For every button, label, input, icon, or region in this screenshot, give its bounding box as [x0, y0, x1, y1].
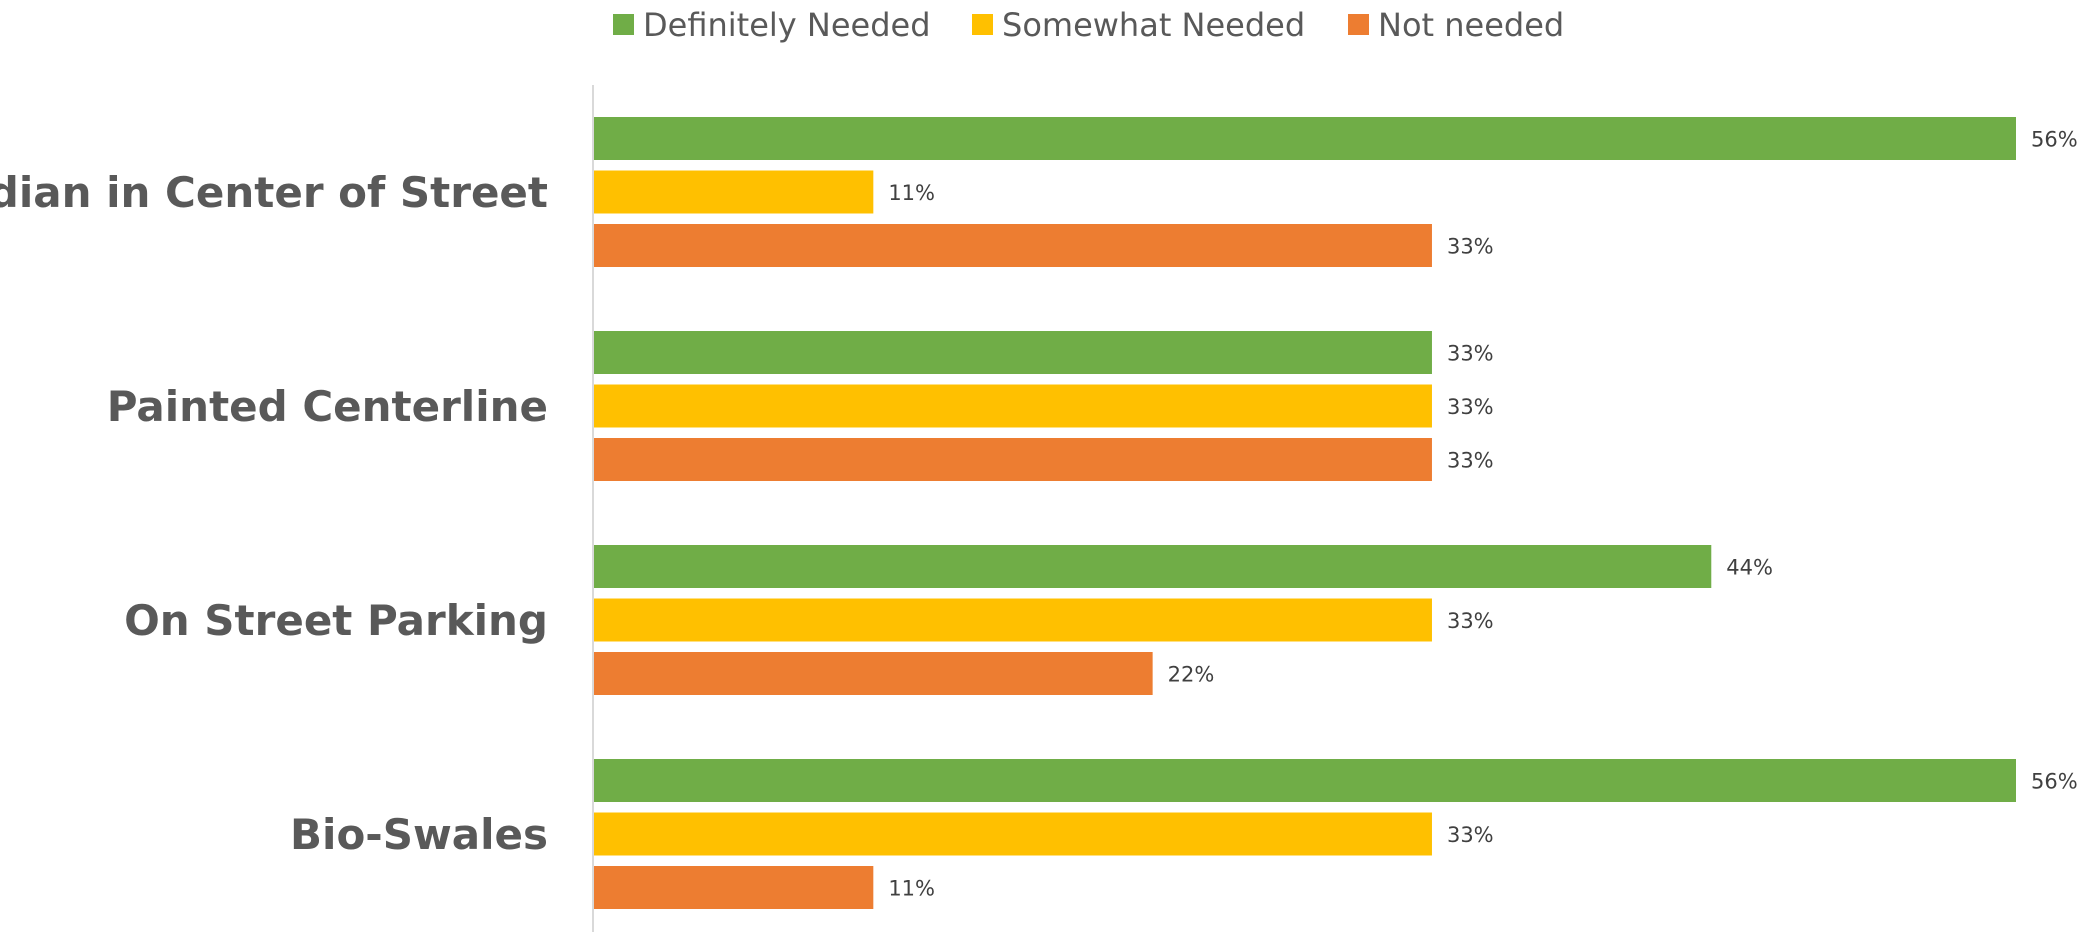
category-label-on-street-parking: On Street Parking: [124, 596, 548, 645]
bar-bio-swales-somewhat-needed: [594, 812, 1432, 856]
category-label-bio-swales: Bio-Swales: [290, 810, 548, 859]
bar-painted-centerline-definitely-needed: [594, 331, 1432, 374]
data-label-painted-centerline-somewhat-needed: 33%: [1447, 395, 1494, 419]
bar-bio-swales-definitely-needed: [594, 759, 2016, 802]
legend-label-somewhat-needed: Somewhat Needed: [1002, 6, 1305, 44]
bar-bio-swales-not-needed: [594, 866, 874, 909]
data-labels: 56% 11% 33% 33% 33% 33% 44% 33% 22% 56% 33% 11%: [888, 128, 2077, 901]
data-label-on-street-parking-definitely-needed: 44%: [1726, 556, 1773, 580]
data-label-on-street-parking-not-needed: 22%: [1168, 663, 1215, 687]
data-label-median-in-center-of-street-definitely-needed: 56%: [2031, 128, 2078, 152]
data-label-bio-swales-somewhat-needed: 33%: [1447, 823, 1494, 847]
legend-label-not-needed: Not needed: [1378, 6, 1564, 44]
bar-on-street-parking-somewhat-needed: [594, 598, 1432, 642]
bar-on-street-parking-definitely-needed: [594, 545, 1712, 588]
bar-on-street-parking-not-needed: [594, 652, 1153, 695]
legend: Definitely Needed Somewhat Needed Not need…: [613, 6, 1564, 44]
data-label-on-street-parking-somewhat-needed: 33%: [1447, 609, 1494, 633]
bar-painted-centerline-somewhat-needed: [594, 384, 1432, 428]
bars: [594, 117, 2016, 909]
bar-median-in-center-of-street-definitely-needed: [594, 117, 2016, 160]
bar-median-in-center-of-street-somewhat-needed: [594, 170, 874, 214]
legend-label-definitely-needed: Definitely Needed: [643, 6, 931, 44]
data-label-bio-swales-not-needed: 11%: [888, 877, 935, 901]
category-labels: Median in Center of Street Painted Center…: [0, 168, 548, 859]
legend-swatch-definitely-needed: [613, 14, 634, 35]
legend-swatch-somewhat-needed: [972, 14, 993, 35]
data-label-bio-swales-definitely-needed: 56%: [2031, 770, 2078, 794]
bar-painted-centerline-not-needed: [594, 438, 1432, 481]
bar-median-in-center-of-street-not-needed: [594, 224, 1432, 267]
category-label-median-in-center-of-street: Median in Center of Street: [0, 168, 548, 217]
data-label-painted-centerline-not-needed: 33%: [1447, 449, 1494, 473]
category-label-painted-centerline: Painted Centerline: [107, 382, 548, 431]
data-label-median-in-center-of-street-somewhat-needed: 11%: [888, 181, 935, 205]
legend-swatch-not-needed: [1348, 14, 1369, 35]
data-label-median-in-center-of-street-not-needed: 33%: [1447, 235, 1494, 259]
data-label-painted-centerline-definitely-needed: 33%: [1447, 342, 1494, 366]
